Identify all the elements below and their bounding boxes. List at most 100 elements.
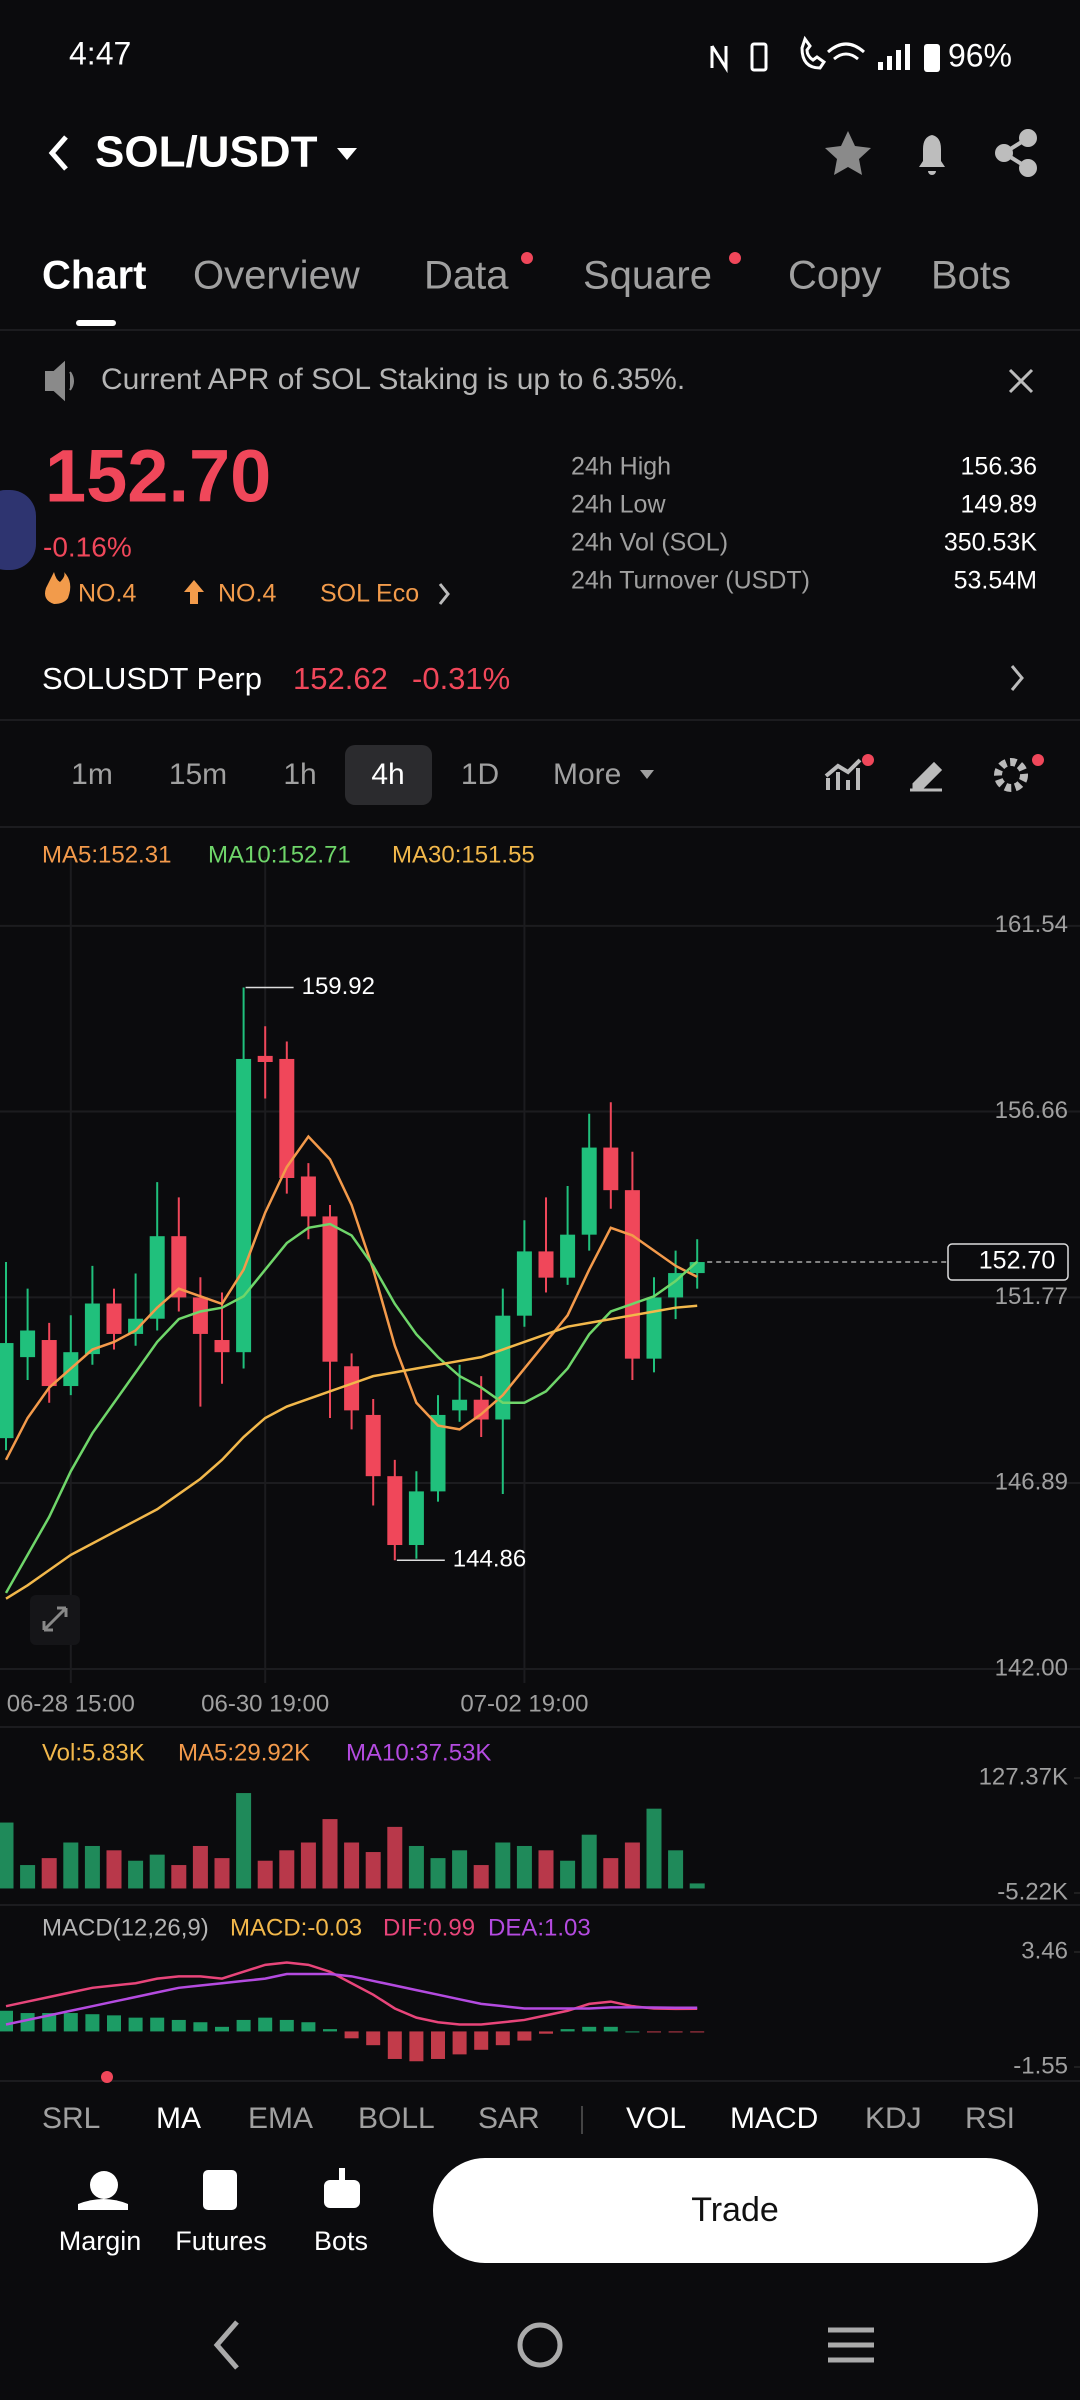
floating-button[interactable] xyxy=(0,490,36,570)
indicator-icon[interactable] xyxy=(824,758,862,790)
volume-bar xyxy=(560,1860,576,1889)
macd-bar xyxy=(366,2031,381,2046)
candle-body xyxy=(473,1399,489,1420)
timeframe[interactable]: 1m xyxy=(71,758,113,791)
macd-bar xyxy=(603,2026,618,2032)
macd-bar xyxy=(517,2031,532,2041)
nav-back[interactable] xyxy=(213,2320,239,2370)
y-tick-label: -5.22K xyxy=(997,1878,1068,1905)
separator xyxy=(581,2106,583,2136)
speaker-icon xyxy=(45,360,74,402)
legend-entry: MA10:37.53K xyxy=(346,1739,491,1766)
settings-icon-hole xyxy=(1006,770,1016,780)
timeframe-more[interactable]: More xyxy=(553,758,621,791)
perp-change: -0.31% xyxy=(412,661,510,696)
tab[interactable]: Data xyxy=(424,254,509,298)
candle-body xyxy=(560,1234,576,1278)
pair-dropdown[interactable] xyxy=(337,148,357,160)
y-tick-label: 142.00 xyxy=(995,1654,1068,1681)
chevron xyxy=(438,583,450,605)
indicator-line xyxy=(5,1972,698,2026)
volume-bar xyxy=(408,1845,424,1889)
divider xyxy=(0,1904,1080,1906)
volume-bar xyxy=(149,1854,165,1889)
indicator[interactable]: KDJ xyxy=(865,2102,922,2135)
indicator[interactable]: MA xyxy=(156,2102,201,2135)
volume-bar xyxy=(106,1850,122,1889)
legend-entry: MACD(12,26,9) xyxy=(42,1914,209,1941)
candle-body xyxy=(214,1340,230,1353)
indicator[interactable]: VOL xyxy=(626,2102,686,2135)
nav-menu[interactable] xyxy=(828,2327,874,2363)
nav-home[interactable] xyxy=(517,2322,563,2368)
macd-bar xyxy=(193,2022,208,2032)
bottom-item[interactable]: Futures xyxy=(175,2226,267,2256)
timeframe[interactable]: 15m xyxy=(169,758,227,791)
legend-entry: DIF:0.99 xyxy=(383,1914,475,1941)
tab[interactable]: Square xyxy=(583,254,712,298)
trade-button[interactable] xyxy=(433,2158,1038,2263)
eco-tag[interactable]: SOL Eco xyxy=(320,580,419,608)
indicator[interactable]: EMA xyxy=(248,2102,313,2135)
indicator[interactable]: RSI xyxy=(965,2102,1015,2135)
back-button[interactable] xyxy=(48,135,68,171)
banner-text: Current APR of SOL Staking is up to 6.35… xyxy=(101,363,685,396)
macd-bar xyxy=(107,2015,121,2032)
volume-bar xyxy=(214,1858,230,1889)
chevron[interactable] xyxy=(1010,665,1024,691)
stat-value: 156.36 xyxy=(961,453,1037,481)
candle-body xyxy=(300,1176,316,1217)
tab[interactable]: Copy xyxy=(788,254,881,298)
divider xyxy=(0,826,1080,828)
indicator[interactable]: BOLL xyxy=(358,2102,435,2135)
macd-bar xyxy=(582,2026,597,2032)
tab[interactable]: Bots xyxy=(931,254,1011,298)
bottom-item[interactable]: Bots xyxy=(314,2226,368,2256)
perp-name[interactable]: SOLUSDT Perp xyxy=(42,661,262,696)
macd-bar xyxy=(0,2010,13,2032)
badge xyxy=(862,754,874,766)
volume-bar xyxy=(300,1842,316,1889)
indicator[interactable]: MACD xyxy=(730,2102,818,2135)
draw-icon[interactable] xyxy=(910,761,943,792)
macd-bar xyxy=(452,2031,467,2055)
candle-body xyxy=(689,1262,705,1274)
tab[interactable]: Overview xyxy=(193,254,360,298)
volume-bar xyxy=(84,1845,100,1889)
indicator[interactable]: SRL xyxy=(42,2102,100,2135)
rank-tag[interactable]: NO.4 xyxy=(78,580,136,608)
favorite-icon[interactable] xyxy=(825,131,871,175)
banner-close[interactable] xyxy=(1008,368,1034,394)
tab[interactable]: Chart xyxy=(42,254,146,298)
rank-tag[interactable]: NO.4 xyxy=(218,580,276,608)
share-icon[interactable] xyxy=(995,129,1037,177)
candle-body xyxy=(236,1058,252,1353)
timeframe[interactable]: 4h xyxy=(371,758,404,791)
volume-bar xyxy=(344,1842,360,1889)
macd-bar xyxy=(387,2031,402,2059)
volume-bar xyxy=(192,1845,208,1889)
extreme-label: 159.92 xyxy=(302,973,375,1000)
indicator[interactable]: SAR xyxy=(478,2102,540,2135)
pair-title[interactable]: SOL/USDT xyxy=(95,128,318,177)
legend-entry: MA5:152.31 xyxy=(42,841,171,868)
settings-icon[interactable] xyxy=(994,758,1028,792)
candle-body xyxy=(344,1366,360,1411)
timeframe[interactable]: 1D xyxy=(461,758,499,791)
indicator-row: SRL MA EMA BOLL SAR VOL MACD KDJ RSI xyxy=(42,2102,1015,2135)
timeframe[interactable]: 1h xyxy=(283,758,316,791)
volume-bar xyxy=(516,1845,532,1889)
macd-bar xyxy=(431,2031,445,2059)
trade-label[interactable]: Trade xyxy=(691,2191,779,2229)
bottom-item[interactable]: Margin xyxy=(59,2226,142,2256)
candle-body xyxy=(0,1343,14,1439)
price-change: -0.16% xyxy=(43,531,132,562)
legend-entry: Vol:5.83K xyxy=(42,1739,145,1766)
stat-label: 24h Turnover (USDT) xyxy=(571,567,810,595)
candle-body xyxy=(84,1303,100,1355)
candle-body xyxy=(20,1330,36,1358)
alert-icon[interactable] xyxy=(919,135,945,175)
bottom-icons xyxy=(78,2168,360,2210)
